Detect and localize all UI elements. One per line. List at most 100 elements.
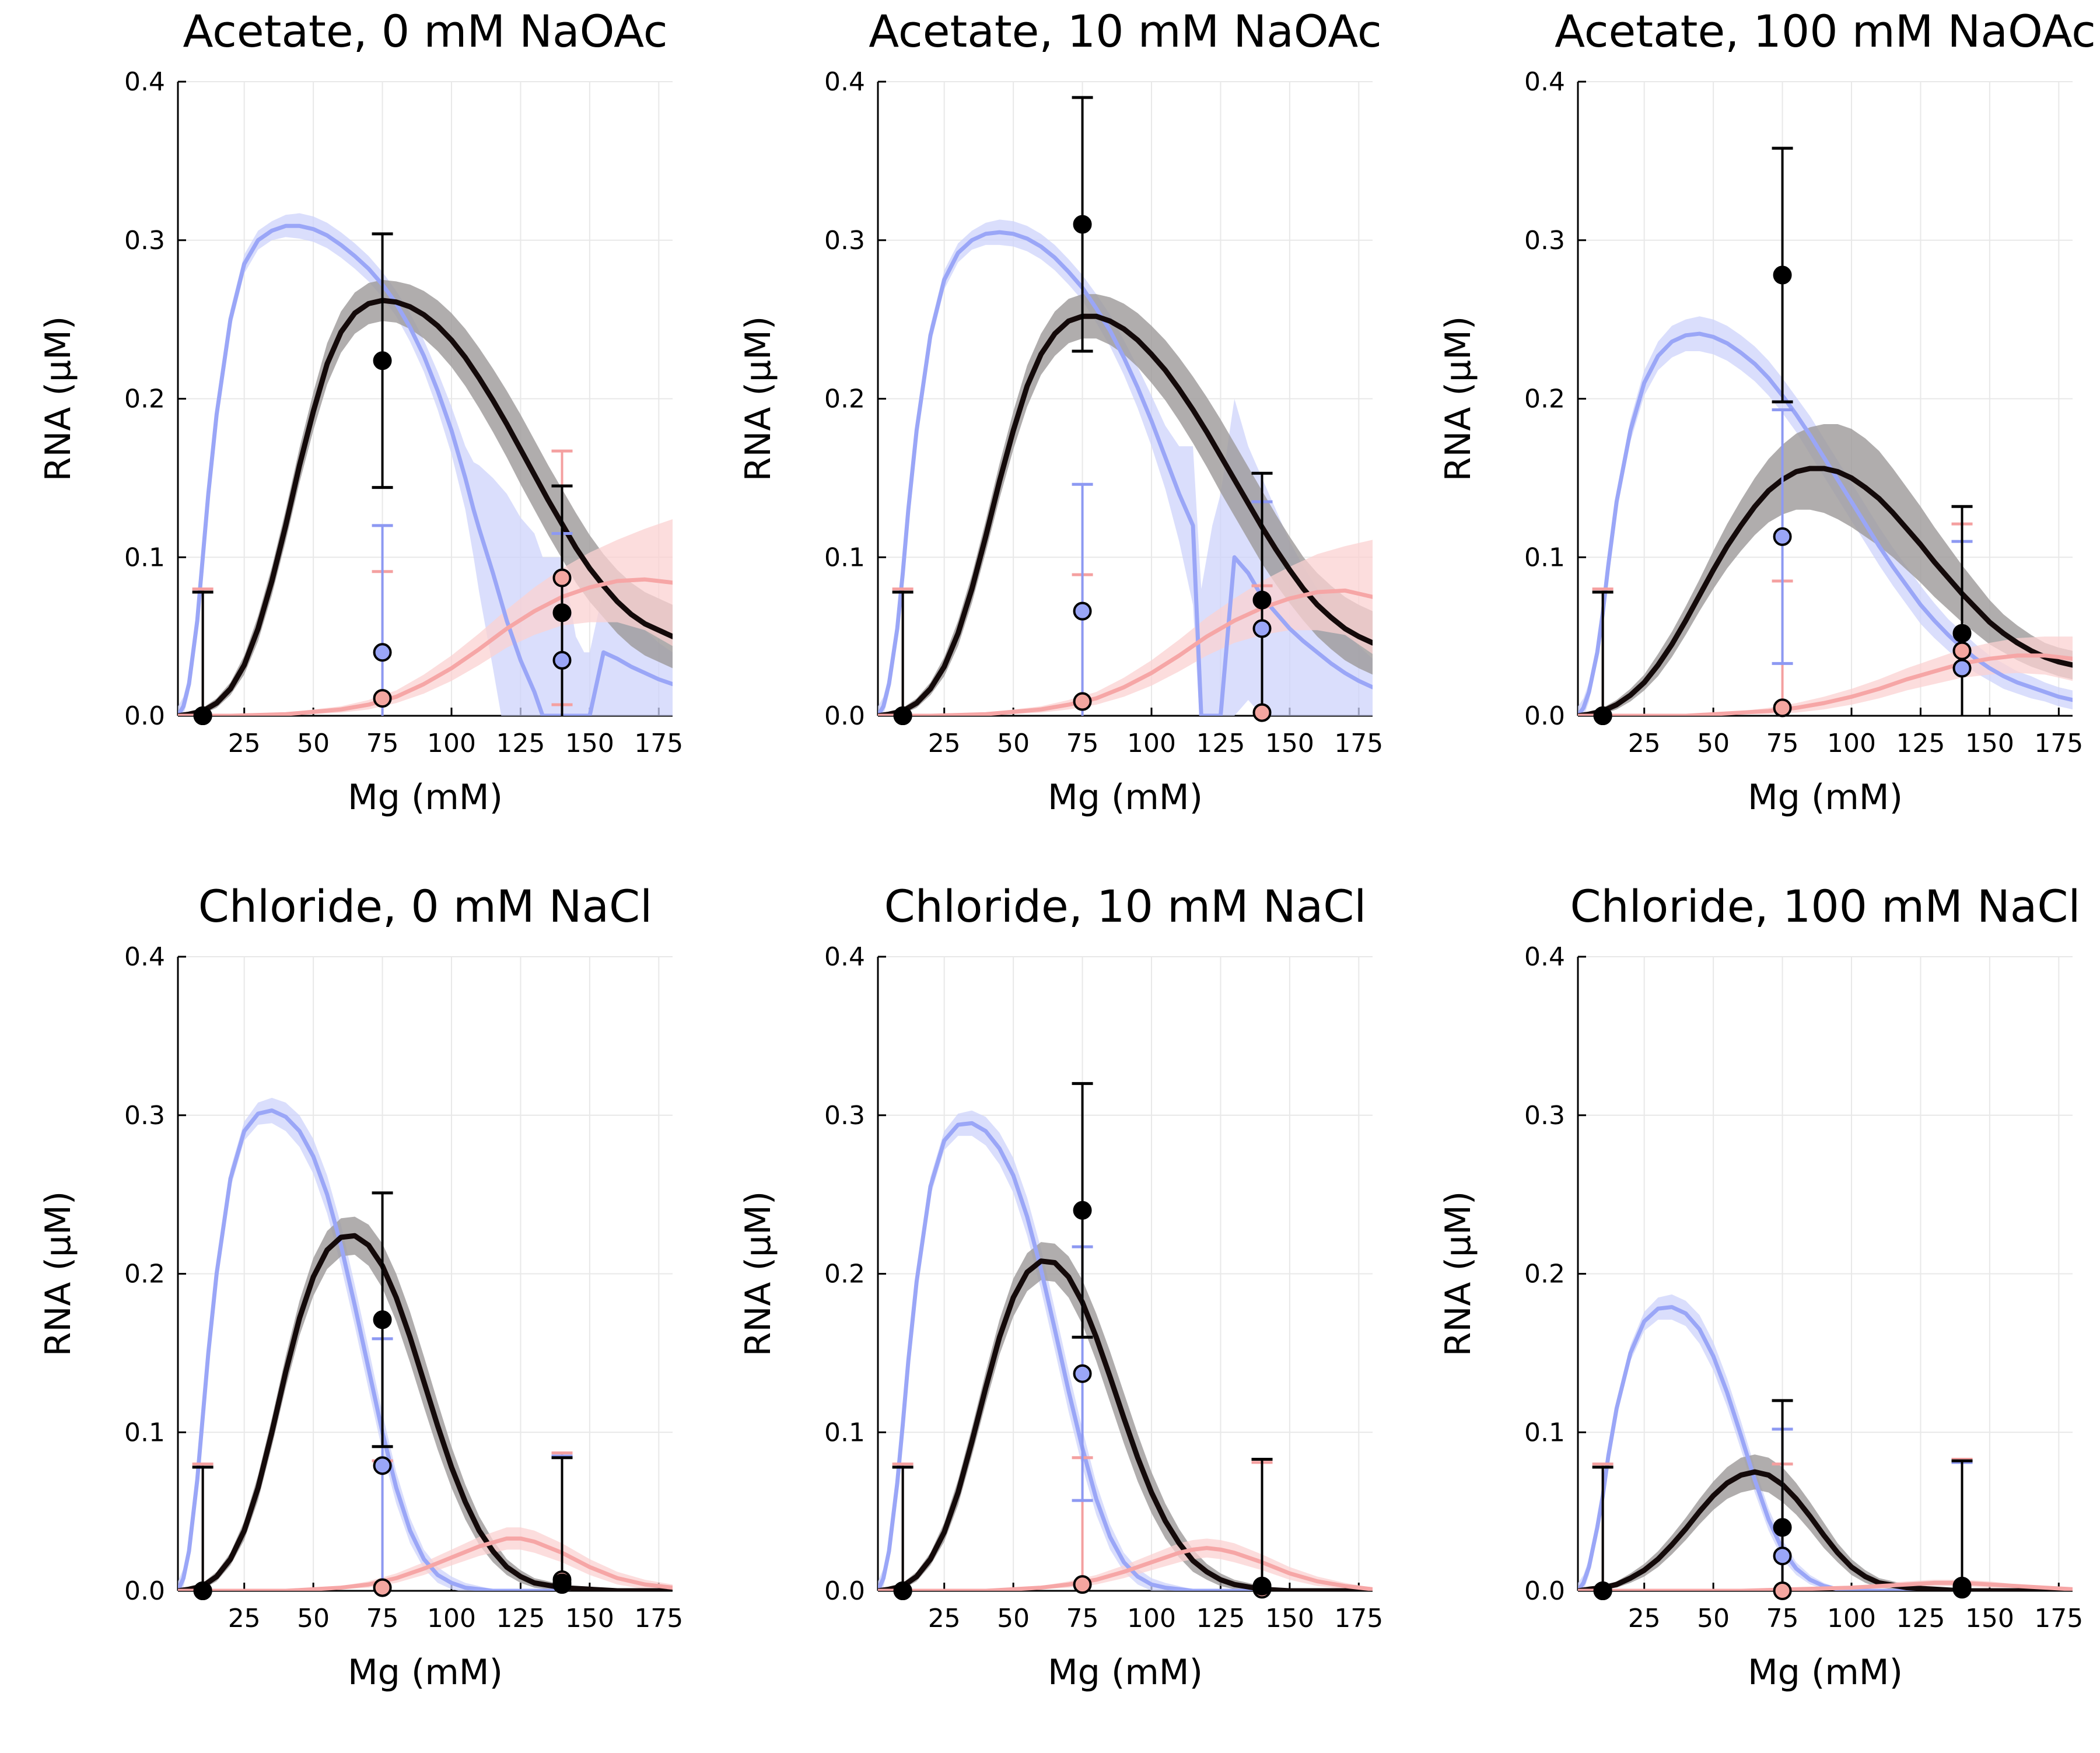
x-tick-label: 75 [1066, 729, 1099, 758]
curves [878, 1110, 1373, 1591]
blue-data-point [1773, 1546, 1792, 1566]
y-tick-label: 0.2 [1524, 384, 1565, 414]
black-data-point [1593, 1581, 1612, 1600]
red-confidence-band [878, 540, 1373, 716]
red-confidence-band [1578, 636, 2073, 716]
red-data-point [1773, 1581, 1792, 1600]
black-fit-line [1578, 466, 2073, 716]
blue-fit-line [1578, 331, 2073, 716]
black-data-point [1952, 624, 1972, 643]
blue-data-point [1773, 527, 1792, 546]
y-tick-label: 0.2 [1524, 1259, 1565, 1289]
x-tick-label: 25 [228, 729, 261, 758]
blue-data-point [1073, 1364, 1092, 1383]
x-tick-label: 150 [565, 1604, 614, 1633]
red-fit-line [178, 1536, 673, 1591]
red-fit-line [178, 577, 673, 716]
y-tick-label: 0.4 [1524, 942, 1565, 972]
black-data-point [193, 706, 212, 725]
x-tick-label: 75 [366, 729, 399, 758]
y-tick-label: 0.1 [1524, 543, 1565, 572]
curves [178, 1097, 673, 1591]
x-tick-label: 175 [1334, 1604, 1383, 1633]
chart-title: Chloride, 100 mM NaCl [1570, 880, 2080, 932]
y-axis-label: RNA (μM) [38, 316, 79, 481]
x-tick-label: 150 [1965, 1604, 2014, 1633]
y-tick-label: 0.0 [124, 1576, 165, 1606]
black-confidence-band [178, 1216, 673, 1591]
x-tick-label: 25 [228, 1604, 261, 1633]
black-data-point [1773, 1518, 1792, 1537]
blue-data-point [1252, 619, 1272, 638]
subplot-1: Acetate, 0 mM NaOAc 25 50 75 100 125 150 175 0.0… [38, 5, 683, 818]
data-points [192, 1191, 573, 1600]
x-tick-label: 100 [427, 729, 476, 758]
black-data-point [552, 1575, 572, 1594]
y-tick-label: 0.3 [124, 226, 165, 256]
black-data-point [193, 1581, 212, 1600]
x-tick-label: 25 [1628, 729, 1661, 758]
red-data-point [373, 1578, 392, 1597]
x-axis-label: Mg (mM) [348, 1652, 503, 1693]
subplot-2: Acetate, 10 mM NaOAc 25 50 75 100 125 150 175 0.… [738, 5, 1383, 818]
x-tick-label: 25 [928, 1604, 961, 1633]
y-tick-label: 0.3 [824, 226, 865, 256]
x-tick-label: 100 [1827, 729, 1876, 758]
blue-fit-line [178, 1108, 673, 1591]
red-fit-line [878, 1546, 1373, 1591]
red-fit-line [1578, 653, 2073, 716]
chart-title: Chloride, 10 mM NaCl [884, 880, 1367, 932]
chart-title: Chloride, 0 mM NaCl [198, 880, 652, 932]
x-tick-label: 125 [1896, 729, 1945, 758]
chart-title: Acetate, 100 mM NaOAc [1555, 5, 2096, 57]
x-tick-label: 75 [1766, 729, 1799, 758]
y-tick-label: 0.4 [824, 942, 865, 972]
x-tick-label: 50 [297, 1604, 330, 1633]
y-tick-label: 0.1 [1524, 1418, 1565, 1447]
x-tick-label: 50 [997, 1604, 1030, 1633]
blue-fit-line [878, 1121, 1373, 1591]
y-tick-label: 0.1 [124, 543, 165, 572]
red-data-point [1252, 703, 1272, 722]
x-tick-label: 125 [1196, 1604, 1245, 1633]
blue-data-point [373, 1456, 392, 1475]
blue-data-point [1952, 659, 1972, 678]
black-data-point [1073, 215, 1092, 234]
subplot-6: Chloride, 100 mM NaCl 25 50 75 100 125 150 175 0… [1438, 880, 2083, 1693]
red-data-point [1773, 698, 1792, 718]
y-axis-label: RNA (μM) [1438, 316, 1479, 481]
data-points [1592, 146, 1973, 725]
y-tick-label: 0.0 [1524, 1576, 1565, 1606]
data-points [892, 1082, 1273, 1600]
blue-confidence-band [878, 1110, 1373, 1591]
x-tick-label: 100 [1127, 729, 1176, 758]
y-tick-label: 0.3 [1524, 1101, 1565, 1131]
x-tick-label: 175 [634, 729, 683, 758]
y-tick-label: 0.0 [824, 1576, 865, 1606]
grid-lines [878, 956, 1373, 1591]
black-fit-line [1578, 1469, 2073, 1591]
blue-confidence-band [878, 219, 1373, 716]
x-tick-label: 25 [928, 729, 961, 758]
data-points [192, 232, 573, 725]
black-data-point [893, 1581, 912, 1600]
x-tick-label: 50 [997, 729, 1030, 758]
x-tick-label: 150 [1265, 1604, 1314, 1633]
red-confidence-band [178, 1527, 673, 1591]
blue-fit-line [178, 223, 673, 716]
x-tick-label: 175 [634, 1604, 683, 1633]
x-tick-label: 125 [1896, 1604, 1945, 1633]
black-data-point [552, 603, 572, 622]
black-data-point [1252, 590, 1272, 610]
black-data-point [1773, 265, 1792, 285]
blue-data-point [1073, 601, 1092, 621]
black-fit-line [178, 1233, 673, 1591]
red-confidence-band [178, 519, 673, 716]
x-tick-label: 150 [1965, 729, 2014, 758]
chart-title: Acetate, 0 mM NaOAc [183, 5, 667, 57]
data-points [1592, 1399, 1973, 1600]
y-tick-label: 0.0 [124, 701, 165, 731]
black-confidence-band [1578, 1454, 2073, 1591]
y-tick-label: 0.3 [124, 1101, 165, 1131]
